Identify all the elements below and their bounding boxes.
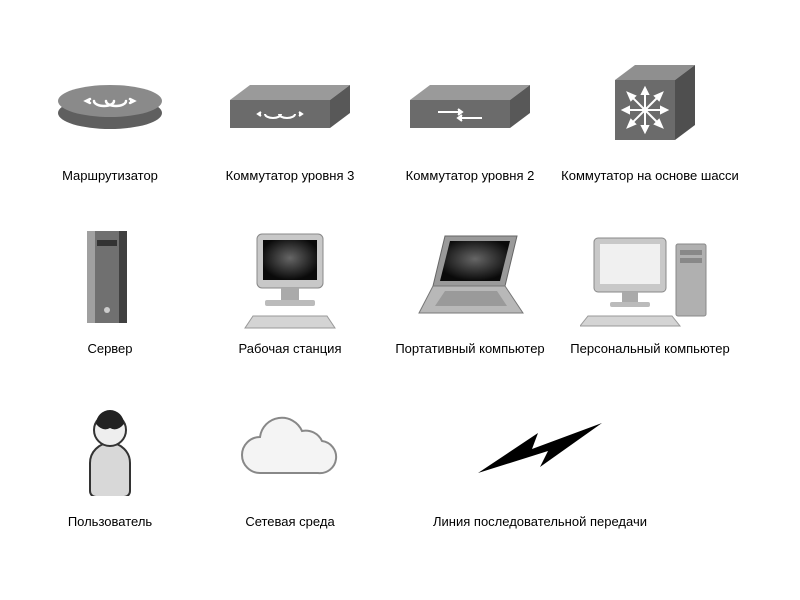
row-2: Сервер bbox=[20, 223, 780, 356]
cell-laptop: Портативный компьютер bbox=[380, 223, 560, 356]
user-label: Пользователь bbox=[68, 514, 152, 529]
switch-l2-icon bbox=[400, 70, 540, 140]
pc-label: Персональный компьютер bbox=[570, 341, 729, 356]
switch-l3-icon bbox=[220, 70, 360, 140]
server-label: Сервер bbox=[87, 341, 132, 356]
chassis-switch-label: Коммутатор на основе шасси bbox=[561, 168, 739, 183]
cloud-label: Сетевая среда bbox=[245, 514, 334, 529]
row-3: Пользователь Сетевая среда Линия последо… bbox=[20, 396, 780, 529]
user-icon bbox=[75, 406, 145, 496]
cell-workstation: Рабочая станция bbox=[200, 223, 380, 356]
switch-l3-label: Коммутатор уровня 3 bbox=[226, 168, 355, 183]
cloud-icon bbox=[230, 411, 350, 491]
cell-cloud: Сетевая среда bbox=[200, 396, 380, 529]
cell-switch-l3: Коммутатор уровня 3 bbox=[200, 50, 380, 183]
cell-switch-chassis: Коммутатор на основе шасси bbox=[560, 50, 740, 183]
laptop-icon bbox=[405, 228, 535, 328]
switch-l2-label: Коммутатор уровня 2 bbox=[406, 168, 535, 183]
server-icon bbox=[75, 226, 145, 331]
router-icon bbox=[50, 75, 170, 135]
legend-grid: Маршрутизатор Коммутатор уровня 3 bbox=[20, 50, 780, 569]
pc-icon bbox=[580, 226, 720, 331]
row-1: Маршрутизатор Коммутатор уровня 3 bbox=[20, 50, 780, 183]
cell-pc: Персональный компьютер bbox=[560, 223, 740, 356]
cell-router: Маршрутизатор bbox=[20, 50, 200, 183]
laptop-label: Портативный компьютер bbox=[395, 341, 544, 356]
cell-switch-l2: Коммутатор уровня 2 bbox=[380, 50, 560, 183]
cell-user: Пользователь bbox=[20, 396, 200, 529]
lightning-icon bbox=[460, 411, 620, 491]
cell-serial-line: Линия последовательной передачи bbox=[380, 396, 700, 529]
workstation-icon bbox=[235, 226, 345, 331]
cell-server: Сервер bbox=[20, 223, 200, 356]
chassis-switch-icon bbox=[595, 50, 705, 160]
serial-line-label: Линия последовательной передачи bbox=[433, 514, 647, 529]
router-label: Маршрутизатор bbox=[62, 168, 158, 183]
workstation-label: Рабочая станция bbox=[239, 341, 342, 356]
